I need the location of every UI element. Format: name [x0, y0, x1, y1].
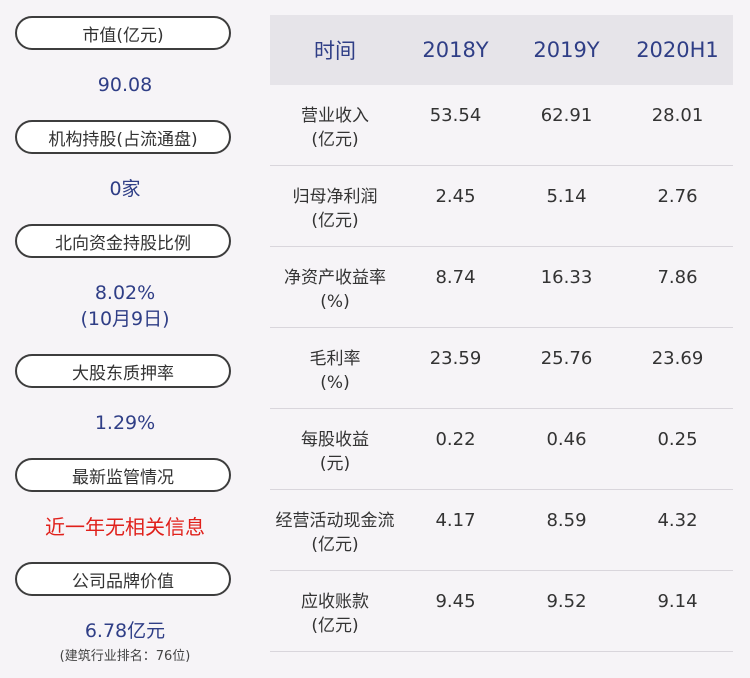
- cell-2018y: 8.74: [435, 267, 476, 288]
- table-row: 每股收益 (元) 0.22 0.46 0.25: [270, 409, 733, 490]
- brand-value-rank-note: (建筑行业排名：76位): [59, 649, 191, 664]
- northbound-ratio-value: 8.02%: [94, 282, 156, 304]
- brand-value-label: 公司品牌价值: [15, 562, 231, 596]
- row-unit: (%): [320, 373, 350, 393]
- row-unit: (亿元): [311, 211, 359, 231]
- cell-2019y: 0.46: [546, 429, 587, 450]
- cell-2018y: 9.45: [435, 591, 476, 612]
- left-panel: 市值(亿元) 90.08 机构持股(占流通盘) 0家 北向资金持股比例 8.02…: [0, 0, 250, 678]
- row-label: 每股收益 (元): [270, 409, 400, 476]
- row-unit: (亿元): [311, 616, 359, 636]
- cell-2019y: 5.14: [546, 186, 587, 207]
- cell-2020h1: 0.25: [657, 429, 698, 450]
- table-row: 应收账款 (亿元) 9.45 9.52 9.14: [270, 571, 733, 652]
- market-cap-label: 市值(亿元): [15, 16, 231, 50]
- cell-2020h1: 28.01: [651, 105, 704, 126]
- market-cap-value: 90.08: [97, 74, 153, 96]
- pledge-ratio-value: 1.29%: [94, 412, 156, 434]
- institutional-holding-value: 0家: [109, 178, 141, 200]
- cell-2019y: 16.33: [540, 267, 593, 288]
- cell-2018y: 0.22: [435, 429, 476, 450]
- cell-2019y: 9.52: [546, 591, 587, 612]
- pledge-ratio-label: 大股东质押率: [15, 354, 231, 388]
- table-row: 毛利率 (%) 23.59 25.76 23.69: [270, 328, 733, 409]
- row-name: 营业收入: [301, 106, 369, 126]
- row-name: 经营活动现金流: [275, 511, 395, 531]
- regulatory-status-value: 近一年无相关信息: [45, 515, 205, 539]
- cell-2019y: 8.59: [546, 510, 587, 531]
- cell-2019y: 25.76: [540, 348, 593, 369]
- row-label: 净资产收益率 (%): [270, 247, 400, 314]
- row-name: 净资产收益率: [284, 268, 386, 288]
- header-2018y: 2018Y: [422, 38, 489, 62]
- row-label: 毛利率 (%): [270, 328, 400, 395]
- row-unit: (元): [319, 454, 351, 474]
- brand-value-value: 6.78亿元: [84, 620, 166, 642]
- cell-2018y: 23.59: [429, 348, 482, 369]
- row-unit: (亿元): [311, 535, 359, 555]
- cell-2020h1: 9.14: [657, 591, 698, 612]
- financial-table: 时间 2018Y 2019Y 2020H1 营业收入 (亿元) 53.54 62.…: [270, 15, 733, 652]
- row-name: 应收账款: [301, 592, 369, 612]
- cell-2018y: 53.54: [429, 105, 482, 126]
- table-row: 净资产收益率 (%) 8.74 16.33 7.86: [270, 247, 733, 328]
- row-unit: (%): [320, 292, 350, 312]
- table-row: 营业收入 (亿元) 53.54 62.91 28.01: [270, 85, 733, 166]
- northbound-ratio-label: 北向资金持股比例: [15, 224, 231, 258]
- institutional-holding-label: 机构持股(占流通盘): [15, 120, 231, 154]
- cell-2020h1: 2.76: [657, 186, 698, 207]
- northbound-ratio-date: (10月9日): [80, 308, 170, 330]
- row-label: 营业收入 (亿元): [270, 85, 400, 152]
- row-name: 毛利率: [309, 349, 361, 369]
- table-row: 归母净利润 (亿元) 2.45 5.14 2.76: [270, 166, 733, 247]
- table-row: 经营活动现金流 (亿元) 4.17 8.59 4.32: [270, 490, 733, 571]
- row-unit: (亿元): [311, 130, 359, 150]
- row-label: 应收账款 (亿元): [270, 571, 400, 638]
- header-period: 时间: [314, 39, 356, 63]
- row-label: 经营活动现金流 (亿元): [270, 490, 400, 557]
- cell-2020h1: 4.32: [657, 510, 698, 531]
- row-label: 归母净利润 (亿元): [270, 166, 400, 233]
- cell-2019y: 62.91: [540, 105, 593, 126]
- table-header: 时间 2018Y 2019Y 2020H1: [270, 15, 733, 85]
- cell-2018y: 2.45: [435, 186, 476, 207]
- row-name: 归母净利润: [292, 187, 378, 207]
- cell-2018y: 4.17: [435, 510, 476, 531]
- row-name: 每股收益: [301, 430, 369, 450]
- regulatory-status-label: 最新监管情况: [15, 458, 231, 492]
- header-2019y: 2019Y: [533, 38, 600, 62]
- cell-2020h1: 7.86: [657, 267, 698, 288]
- cell-2020h1: 23.69: [651, 348, 704, 369]
- header-2020h1: 2020H1: [636, 38, 719, 62]
